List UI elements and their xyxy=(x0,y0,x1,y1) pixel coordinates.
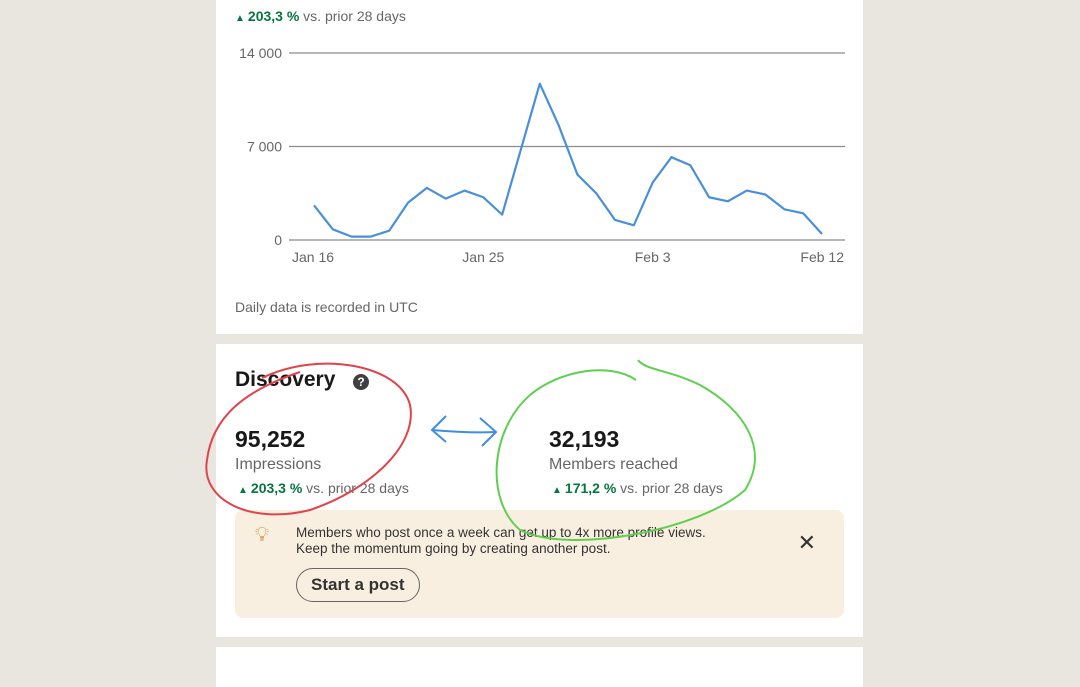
x-tick-label: Feb 3 xyxy=(635,249,671,265)
y-tick-label: 7 000 xyxy=(247,139,282,155)
discovery-card: Discovery ? 95,252 Impressions ▲203,3 % … xyxy=(216,344,863,637)
tip-line-2: Keep the momentum going by creating anot… xyxy=(296,541,706,557)
trend-suffix: vs. prior 28 days xyxy=(620,480,723,496)
tip-text: Members who post once a week can get up … xyxy=(296,525,706,557)
impressions-trend: ▲203,3 % vs. prior 28 days xyxy=(238,480,409,496)
y-tick-label: 14 000 xyxy=(239,45,282,61)
members-trend: ▲171,2 % vs. prior 28 days xyxy=(552,480,723,496)
x-tick-label: Jan 16 xyxy=(292,249,334,265)
trend-suffix: vs. prior 28 days xyxy=(306,480,409,496)
impressions-value: 95,252 xyxy=(235,426,305,453)
impressions-series-line xyxy=(314,84,822,237)
x-tick-label: Jan 25 xyxy=(462,249,504,265)
lightbulb-icon: 💡︎ xyxy=(255,524,269,547)
next-card xyxy=(216,647,863,687)
trend-value: 171,2 % xyxy=(565,480,616,496)
tip-line-1: Members who post once a week can get up … xyxy=(296,525,706,541)
start-post-button[interactable]: Start a post xyxy=(296,568,420,602)
y-tick-label: 0 xyxy=(274,232,282,248)
impressions-line-chart: 0 7 000 14 000 Jan 16 Jan 25 Feb 3 Feb 12 xyxy=(216,0,863,300)
members-reached-value: 32,193 xyxy=(549,426,619,453)
close-icon[interactable]: ✕ xyxy=(798,530,816,556)
x-tick-label: Feb 12 xyxy=(800,249,844,265)
trend-value: 203,3 % xyxy=(251,480,302,496)
discovery-title: Discovery xyxy=(235,368,335,392)
up-arrow-icon: ▲ xyxy=(552,485,562,496)
help-icon[interactable]: ? xyxy=(353,374,369,390)
utc-note: Daily data is recorded in UTC xyxy=(235,299,418,315)
up-arrow-icon: ▲ xyxy=(238,485,248,496)
posting-tip-banner: 💡︎ Members who post once a week can get … xyxy=(235,510,844,618)
members-reached-label: Members reached xyxy=(549,456,678,474)
impressions-label: Impressions xyxy=(235,456,321,474)
